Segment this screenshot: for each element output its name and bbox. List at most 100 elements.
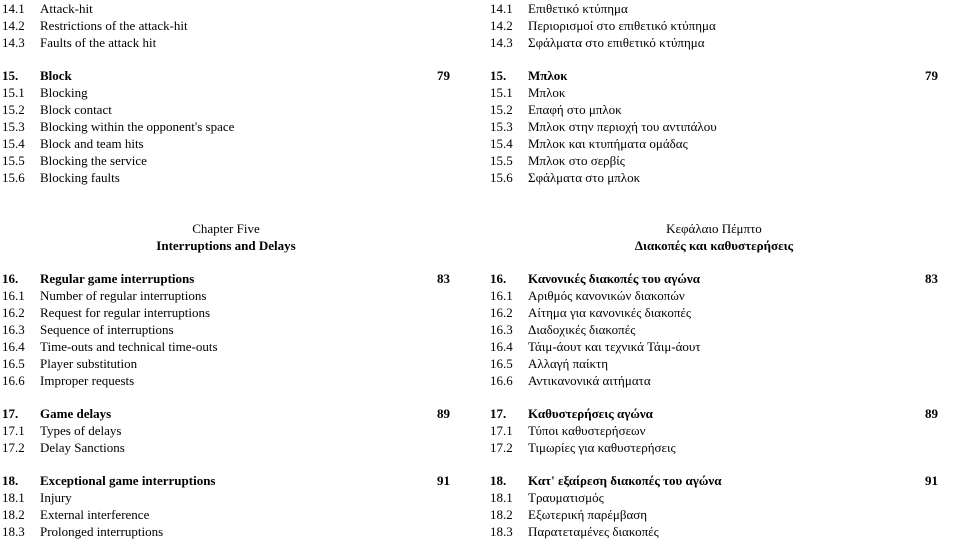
- toc-heading: 17.Καθυστερήσεις αγώνα89: [490, 405, 938, 422]
- toc-text: Blocking the service: [40, 152, 450, 169]
- toc-text: Time-outs and technical time-outs: [40, 338, 450, 355]
- toc-item: 16.6Αντικανονικά αιτήματα: [490, 372, 938, 389]
- toc-item: 15.3Μπλοκ στην περιοχή του αντιπάλου: [490, 118, 938, 135]
- toc-page: 91: [420, 472, 450, 489]
- toc-item: 15.2Επαφή στο μπλοκ: [490, 101, 938, 118]
- toc-number: 17.1: [490, 422, 528, 439]
- toc-item: 14.2Restrictions of the attack-hit: [2, 17, 450, 34]
- toc-text: Τραυματισμός: [528, 489, 938, 506]
- toc-number: 15.2: [2, 101, 40, 118]
- toc-number: 15.2: [490, 101, 528, 118]
- toc-text: Εξωτερική παρέμβαση: [528, 506, 938, 523]
- toc-text: Regular game interruptions: [40, 270, 420, 287]
- chapter-line2: Διακοπές και καθυστερήσεις: [490, 237, 938, 254]
- toc-number: 16.2: [490, 304, 528, 321]
- toc-heading: 18.Κατ' εξαίρεση διακοπές του αγώνα91: [490, 472, 938, 489]
- toc-item: 15.3Blocking within the opponent's space: [2, 118, 450, 135]
- toc-text: Attack-hit: [40, 0, 450, 17]
- toc-text: Player substitution: [40, 355, 450, 372]
- toc-number: 18.2: [490, 506, 528, 523]
- toc-number: 15.6: [2, 169, 40, 186]
- chapter-heading: Chapter Five Interruptions and Delays: [2, 220, 450, 254]
- toc-text: Blocking within the opponent's space: [40, 118, 450, 135]
- toc-heading: 16.Κανονικές διακοπές του αγώνα83: [490, 270, 938, 287]
- toc-item: 14.3Σφάλματα στο επιθετικό κτύπημα: [490, 34, 938, 51]
- toc-text: External interference: [40, 506, 450, 523]
- toc-text: Μπλοκ και κτυπήματα ομάδας: [528, 135, 938, 152]
- toc-heading: 17.Game delays89: [2, 405, 450, 422]
- toc-item: 15.1Μπλοκ: [490, 84, 938, 101]
- toc-number: 15.5: [490, 152, 528, 169]
- toc-number: 16.5: [2, 355, 40, 372]
- toc-number: 15.6: [490, 169, 528, 186]
- toc-text: Διαδοχικές διακοπές: [528, 321, 938, 338]
- toc-number: 18.1: [2, 489, 40, 506]
- toc-item: 14.1Επιθετικό κτύπημα: [490, 0, 938, 17]
- toc-text: Μπλοκ: [528, 84, 938, 101]
- toc-number: 18.1: [490, 489, 528, 506]
- toc-number: 18.: [2, 472, 40, 489]
- toc-item: 17.1Τύποι καθυστερήσεων: [490, 422, 938, 439]
- toc-text: Τάιμ-άουτ και τεχνικά Τάιμ-άουτ: [528, 338, 938, 355]
- toc-text: Παρατεταμένες διακοπές: [528, 523, 938, 540]
- toc-number: 16.5: [490, 355, 528, 372]
- toc-text: Μπλοκ στην περιοχή του αντιπάλου: [528, 118, 938, 135]
- toc-number: 15.3: [490, 118, 528, 135]
- toc-text: Επαφή στο μπλοκ: [528, 101, 938, 118]
- toc-text: Περιορισμοί στο επιθετικό κτύπημα: [528, 17, 938, 34]
- toc-number: 16.2: [2, 304, 40, 321]
- toc-number: 16.4: [2, 338, 40, 355]
- toc-number: 15.: [490, 67, 528, 84]
- toc-text: Μπλοκ: [528, 67, 908, 84]
- chapter-line1: Chapter Five: [2, 220, 450, 237]
- toc-item: 16.3Sequence of interruptions: [2, 321, 450, 338]
- toc-number: 14.2: [2, 17, 40, 34]
- toc-number: 15.1: [2, 84, 40, 101]
- toc-heading: 15.Μπλοκ79: [490, 67, 938, 84]
- toc-text: Number of regular interruptions: [40, 287, 450, 304]
- toc-number: 16.3: [2, 321, 40, 338]
- toc-item: 14.1Attack-hit: [2, 0, 450, 17]
- toc-item: 16.4Time-outs and technical time-outs: [2, 338, 450, 355]
- toc-number: 17.: [490, 405, 528, 422]
- toc-item: 16.1Αριθμός κανονικών διακοπών: [490, 287, 938, 304]
- toc-item: 18.2External interference: [2, 506, 450, 523]
- toc-item: 15.4Μπλοκ και κτυπήματα ομάδας: [490, 135, 938, 152]
- toc-item: 18.3Prolonged interruptions: [2, 523, 450, 540]
- toc-text: Request for regular interruptions: [40, 304, 450, 321]
- toc-text: Μπλοκ στο σερβίς: [528, 152, 938, 169]
- toc-text: Block: [40, 67, 420, 84]
- toc-text: Delay Sanctions: [40, 439, 450, 456]
- toc-number: 16.1: [490, 287, 528, 304]
- toc-text: Σφάλματα στο μπλοκ: [528, 169, 938, 186]
- toc-item: 16.1Number of regular interruptions: [2, 287, 450, 304]
- column-greek: 14.1Επιθετικό κτύπημα 14.2Περιορισμοί στ…: [470, 0, 938, 549]
- toc-number: 16.4: [490, 338, 528, 355]
- toc-number: 14.3: [490, 34, 528, 51]
- toc-text: Καθυστερήσεις αγώνα: [528, 405, 908, 422]
- toc-item: 18.3Παρατεταμένες διακοπές: [490, 523, 938, 540]
- toc-item: 16.5Αλλαγή παίκτη: [490, 355, 938, 372]
- toc-number: 14.1: [490, 0, 528, 17]
- toc-item: 17.2Τιμωρίες για καθυστερήσεις: [490, 439, 938, 456]
- toc-page: 79: [420, 67, 450, 84]
- toc-number: 15.4: [2, 135, 40, 152]
- toc-text: Injury: [40, 489, 450, 506]
- toc-item: 15.4Block and team hits: [2, 135, 450, 152]
- toc-text: Αλλαγή παίκτη: [528, 355, 938, 372]
- toc-number: 18.3: [2, 523, 40, 540]
- toc-number: 18.3: [490, 523, 528, 540]
- toc-text: Τύποι καθυστερήσεων: [528, 422, 938, 439]
- toc-text: Block and team hits: [40, 135, 450, 152]
- toc-text: Σφάλματα στο επιθετικό κτύπημα: [528, 34, 938, 51]
- toc-heading: 18.Exceptional game interruptions91: [2, 472, 450, 489]
- toc-heading: 16.Regular game interruptions83: [2, 270, 450, 287]
- toc-text: Κατ' εξαίρεση διακοπές του αγώνα: [528, 472, 908, 489]
- chapter-heading: Κεφάλαιο Πέμπτο Διακοπές και καθυστερήσε…: [490, 220, 938, 254]
- toc-item: 16.2Request for regular interruptions: [2, 304, 450, 321]
- toc-number: 16.: [490, 270, 528, 287]
- toc-number: 16.6: [490, 372, 528, 389]
- toc-number: 15.1: [490, 84, 528, 101]
- toc-text: Τιμωρίες για καθυστερήσεις: [528, 439, 938, 456]
- toc-text: Αίτημα για κανονικές διακοπές: [528, 304, 938, 321]
